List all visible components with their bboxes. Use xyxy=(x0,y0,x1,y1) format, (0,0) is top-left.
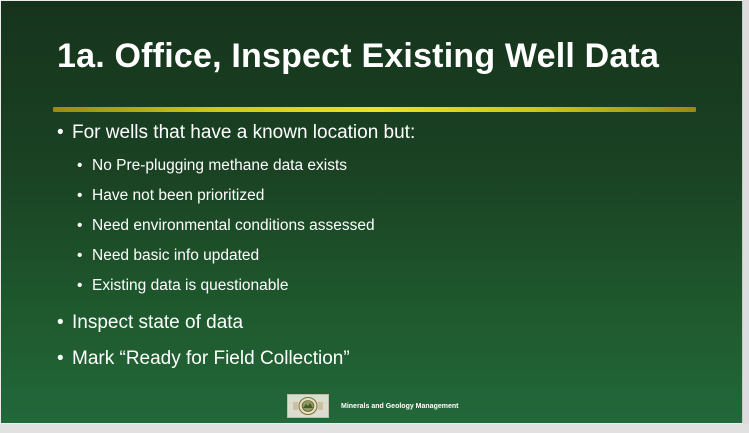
bullet-text: Inspect state of data xyxy=(72,312,244,333)
sub-bullet-item: • No Pre-plugging methane data exists xyxy=(77,157,347,175)
bullet-item: • Inspect state of data xyxy=(57,312,243,334)
bullet-text: No Pre-plugging methane data exists xyxy=(92,157,348,174)
footer-text: Minerals and Geology Management xyxy=(341,402,459,410)
bullet-marker: • xyxy=(77,277,83,294)
window-edge xyxy=(743,0,749,433)
sub-bullet-item: • Have not been prioritized xyxy=(77,187,264,205)
bullet-marker: • xyxy=(77,247,83,264)
bullet-marker: • xyxy=(57,348,64,369)
bullet-text: Existing data is questionable xyxy=(92,277,289,294)
bullet-marker: • xyxy=(77,187,83,204)
bullet-marker: • xyxy=(57,312,64,333)
title-divider xyxy=(53,107,696,112)
status-strip xyxy=(0,424,749,433)
slide-footer: Minerals and Geology Management xyxy=(287,394,458,418)
sub-bullet-item: • Need basic info updated xyxy=(77,247,259,265)
bullet-marker: • xyxy=(77,217,83,234)
bullet-text: Have not been prioritized xyxy=(92,187,265,204)
bullet-marker: • xyxy=(77,157,83,174)
bullet-text: Need environmental conditions assessed xyxy=(92,217,375,234)
sub-bullet-item: • Existing data is questionable xyxy=(77,277,288,295)
bullet-marker: • xyxy=(57,122,64,143)
bullet-text: For wells that have a known location but… xyxy=(72,122,416,143)
slide-title: 1a. Office, Inspect Existing Well Data xyxy=(57,37,660,75)
agency-seal-icon xyxy=(287,394,329,418)
sub-bullet-item: • Need environmental conditions assessed xyxy=(77,217,375,235)
bullet-item: • For wells that have a known location bu… xyxy=(57,122,415,144)
bullet-list: • For wells that have a known location bu… xyxy=(1,1,742,423)
bullet-text: Need basic info updated xyxy=(92,247,260,264)
bullet-text: Mark “Ready for Field Collection” xyxy=(72,348,350,369)
bullet-item: • Mark “Ready for Field Collection” xyxy=(57,348,350,370)
slide: 1a. Office, Inspect Existing Well Data •… xyxy=(1,1,743,423)
